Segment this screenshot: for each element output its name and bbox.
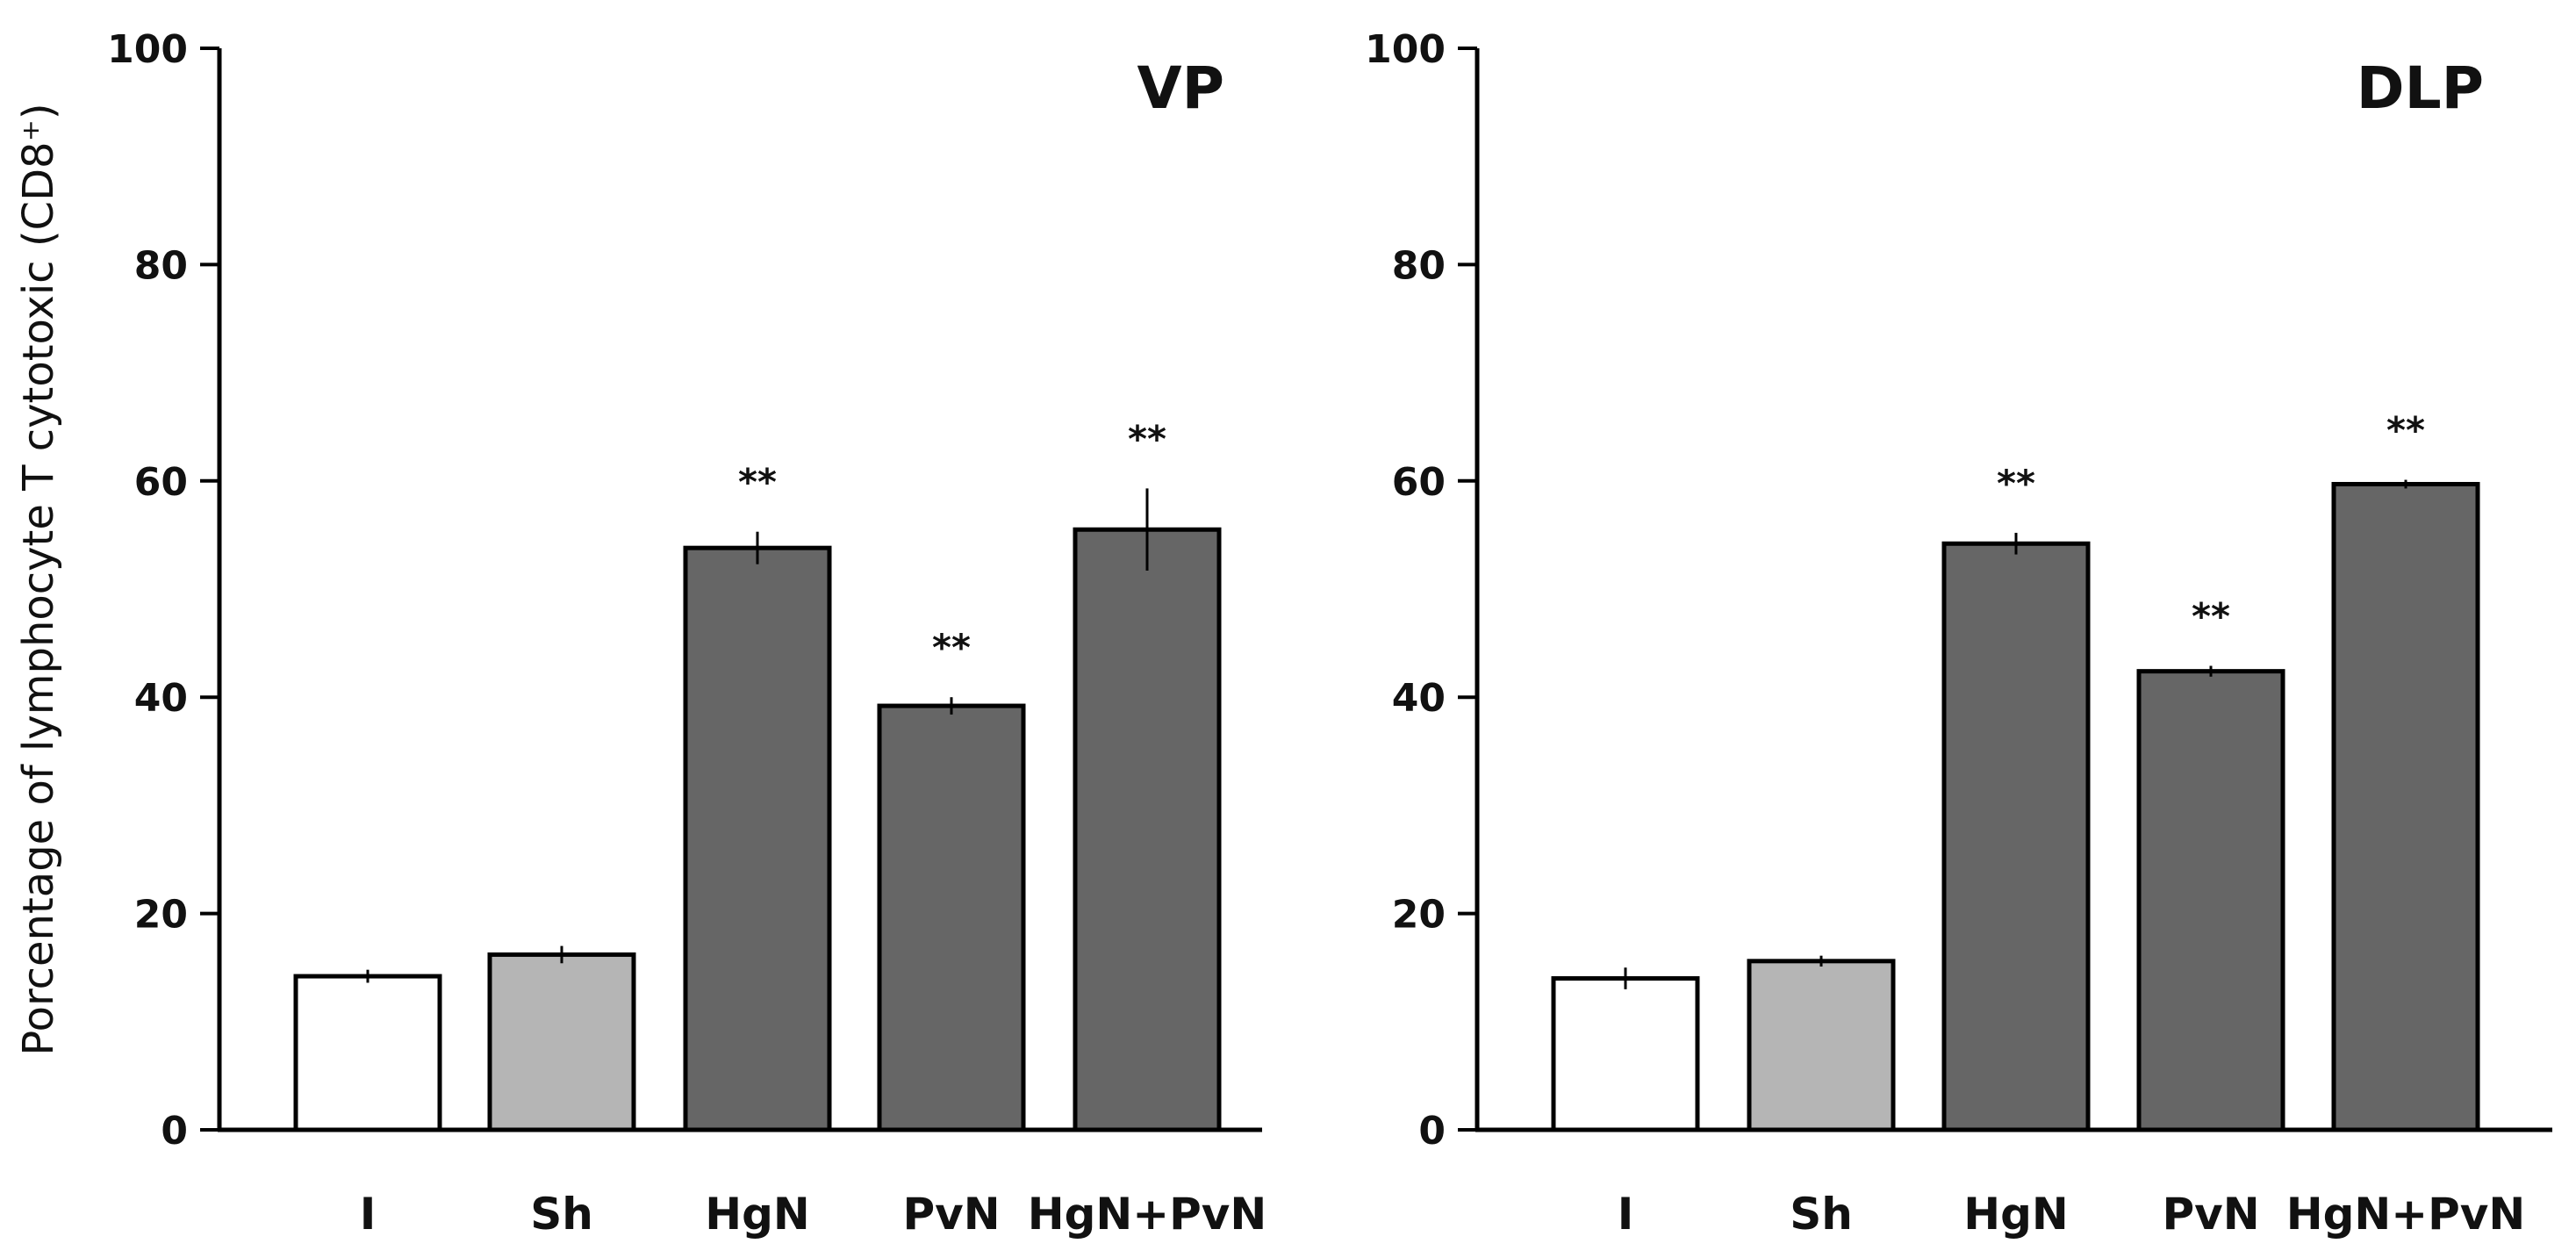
panel-title: VP (1137, 54, 1224, 122)
significance-marker: ** (1997, 462, 2035, 505)
category-label: HgN (705, 1189, 809, 1240)
significance-marker: ** (2192, 594, 2230, 637)
bar-Sh (1747, 959, 1896, 1132)
category-label: I (1618, 1189, 1634, 1240)
y-tick-label: 0 (161, 1109, 188, 1154)
y-tick-label: 80 (134, 243, 188, 288)
category-label: Sh (1790, 1189, 1853, 1240)
y-tick-label: 0 (1418, 1109, 1446, 1154)
y-tick-label: 40 (134, 676, 188, 721)
significance-marker: ** (1128, 417, 1166, 460)
category-label: I (360, 1189, 377, 1240)
bar-HgN+PvN (2331, 481, 2480, 1132)
category-label: Sh (530, 1189, 593, 1240)
y-tick-label: 20 (134, 893, 188, 938)
category-label: HgN (1963, 1189, 2068, 1240)
y-tick-label: 40 (1392, 676, 1446, 721)
bar-HgN (683, 545, 832, 1132)
bar-PvN (2136, 669, 2285, 1132)
significance-marker: ** (738, 461, 777, 504)
significance-marker: ** (2386, 409, 2425, 452)
y-tick-label: 60 (1392, 460, 1446, 505)
y-tick-label: 100 (107, 27, 188, 72)
panel-vp: I Sh ** HgN ** PvN ** HgN+PvN 0 20 40 60 80 100 VP (107, 27, 1266, 1240)
panel-title: DLP (2357, 54, 2484, 122)
bar-HgN (1941, 541, 2091, 1132)
category-label: HgN+PvN (2286, 1189, 2525, 1240)
significance-marker: ** (932, 626, 971, 669)
y-tick-label: 100 (1365, 27, 1446, 72)
category-label: PvN (2162, 1189, 2259, 1240)
y-axis-title: Porcentage of lymphocyte T cytotoxic (CD… (14, 103, 63, 1055)
y-tick-label: 20 (1392, 893, 1446, 938)
bar-I (1551, 976, 1700, 1132)
bar-I (293, 974, 442, 1132)
panel-dlp: I Sh ** HgN ** PvN ** HgN+PvN 0 20 40 60 80 100 DLP (1365, 27, 2552, 1240)
category-label: PvN (902, 1189, 1000, 1240)
bar-HgN+PvN (1073, 527, 1222, 1132)
category-label: HgN+PvN (1028, 1189, 1266, 1240)
bar-Sh (487, 952, 636, 1132)
y-tick-label: 80 (1392, 243, 1446, 288)
y-tick-label: 60 (134, 460, 188, 505)
bar-PvN (877, 703, 1026, 1132)
